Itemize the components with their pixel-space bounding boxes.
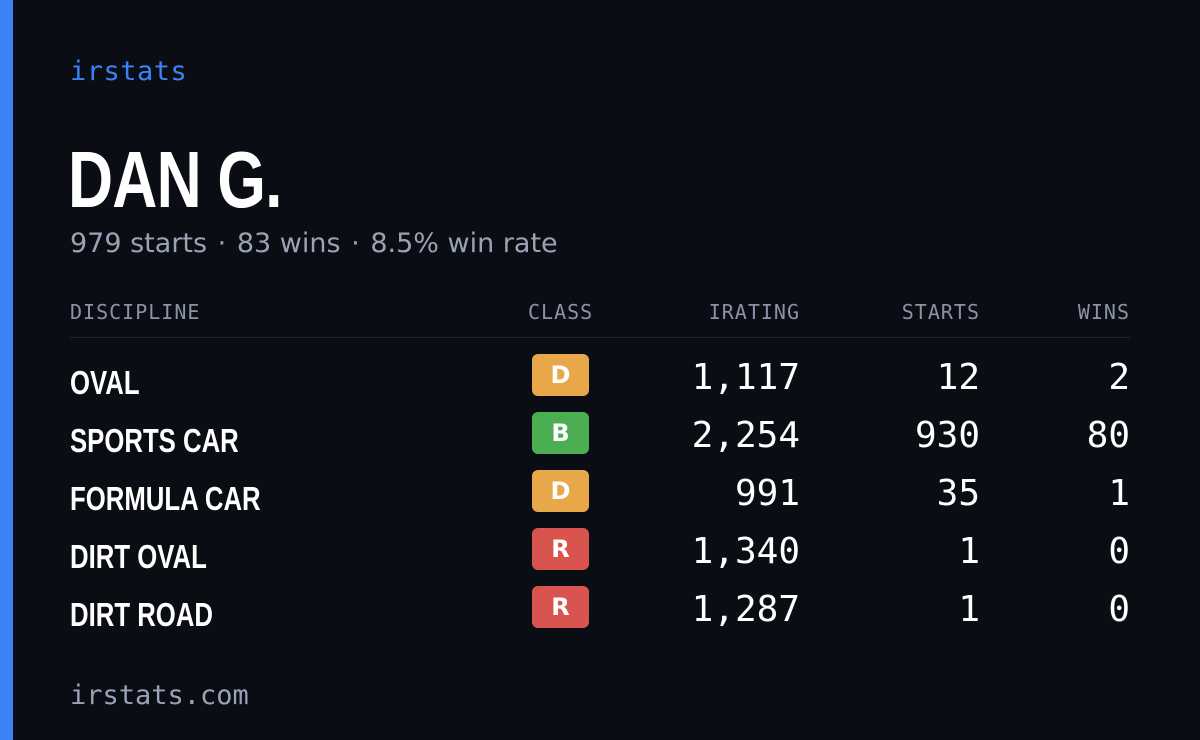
column-header-starts: STARTS xyxy=(901,300,980,324)
summary-starts: 979 starts xyxy=(70,228,208,259)
discipline-label: DIRT ROAD xyxy=(70,596,213,633)
footer-url: irstats.com xyxy=(70,680,249,711)
table-row: OVAL D 1,117 12 2 xyxy=(0,354,1200,412)
wins-value: 1 xyxy=(1108,473,1130,514)
license-class-badge: D xyxy=(532,470,589,512)
table-row: DIRT OVAL R 1,340 1 0 xyxy=(0,528,1200,586)
starts-value: 1 xyxy=(958,531,980,572)
header-divider xyxy=(70,337,1130,338)
discipline-label: SPORTS CAR xyxy=(70,422,239,459)
summary-wins: 83 wins xyxy=(236,228,341,259)
discipline-label: FORMULA CAR xyxy=(70,480,261,517)
discipline-label: OVAL xyxy=(70,364,140,401)
wins-value: 0 xyxy=(1108,531,1130,572)
accent-bar xyxy=(0,0,13,740)
table-row: DIRT ROAD R 1,287 1 0 xyxy=(0,586,1200,644)
license-class-badge: D xyxy=(532,354,589,396)
irating-value: 991 xyxy=(734,473,800,514)
license-class-badge: R xyxy=(532,528,589,570)
irating-value: 1,287 xyxy=(691,589,800,630)
starts-value: 930 xyxy=(914,415,980,456)
summary-separator: · xyxy=(351,228,360,259)
starts-value: 12 xyxy=(936,357,980,398)
table-row: SPORTS CAR B 2,254 930 80 xyxy=(0,412,1200,470)
column-header-irating: IRATING xyxy=(708,300,800,324)
wins-value: 2 xyxy=(1108,357,1130,398)
license-class-badge: B xyxy=(532,412,589,454)
driver-summary: 979 starts · 83 wins · 8.5% win rate xyxy=(70,228,558,259)
irating-value: 2,254 xyxy=(691,415,800,456)
wins-value: 80 xyxy=(1086,415,1130,456)
irating-value: 1,340 xyxy=(691,531,800,572)
column-header-wins: WINS xyxy=(1077,300,1130,324)
starts-value: 35 xyxy=(936,473,980,514)
starts-value: 1 xyxy=(958,589,980,630)
summary-win-rate: 8.5% win rate xyxy=(370,228,558,259)
wins-value: 0 xyxy=(1108,589,1130,630)
irating-value: 1,117 xyxy=(691,357,800,398)
discipline-label: DIRT OVAL xyxy=(70,538,207,575)
summary-separator: · xyxy=(217,228,227,259)
license-class-badge: R xyxy=(532,586,589,628)
column-header-class: CLASS xyxy=(528,300,594,324)
driver-name: DAN G. xyxy=(68,135,282,224)
table-row: FORMULA CAR D 991 35 1 xyxy=(0,470,1200,528)
brand-logo: irstats xyxy=(70,56,188,87)
column-header-discipline: DISCIPLINE xyxy=(70,300,201,324)
